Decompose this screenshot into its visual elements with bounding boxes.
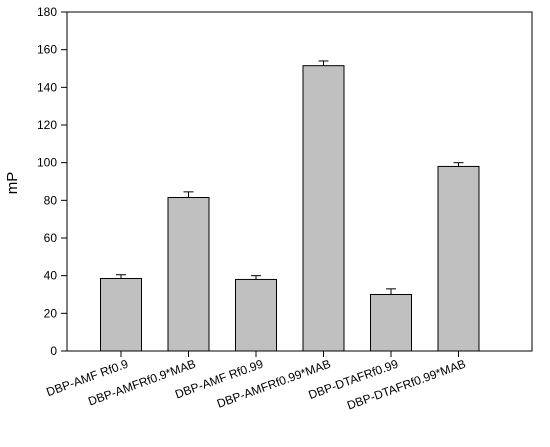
y-tick-label: 180	[37, 5, 57, 19]
y-tick-label: 60	[44, 231, 58, 245]
y-ticks-group: 0 20 40 60 80 100 120 140 160 180	[37, 5, 67, 358]
bar	[302, 65, 345, 352]
bar	[100, 277, 142, 352]
y-tick-label: 20	[44, 306, 58, 320]
y-tick-label: 140	[37, 80, 57, 94]
y-tick-label: 80	[44, 193, 58, 207]
y-tick-label: 160	[37, 43, 57, 57]
bar	[437, 165, 480, 352]
x-tick-label: DBP-DTAFRf0.99*MAB	[345, 357, 467, 413]
bar	[235, 278, 277, 352]
y-tick-label: 100	[37, 156, 57, 170]
plot-frame	[66, 11, 533, 352]
y-tick-label: 0	[50, 344, 57, 358]
bar	[370, 294, 412, 352]
axes-group	[66, 11, 533, 352]
x-tick-label: DBP-AMFRf0.99*MAB	[215, 357, 333, 411]
bars-group	[100, 65, 480, 352]
y-tick-label: 40	[44, 269, 58, 283]
y-tick-label: 120	[37, 118, 57, 132]
bar	[167, 197, 210, 352]
y-axis-title: mP	[4, 172, 21, 195]
error-bars-group	[116, 60, 464, 295]
